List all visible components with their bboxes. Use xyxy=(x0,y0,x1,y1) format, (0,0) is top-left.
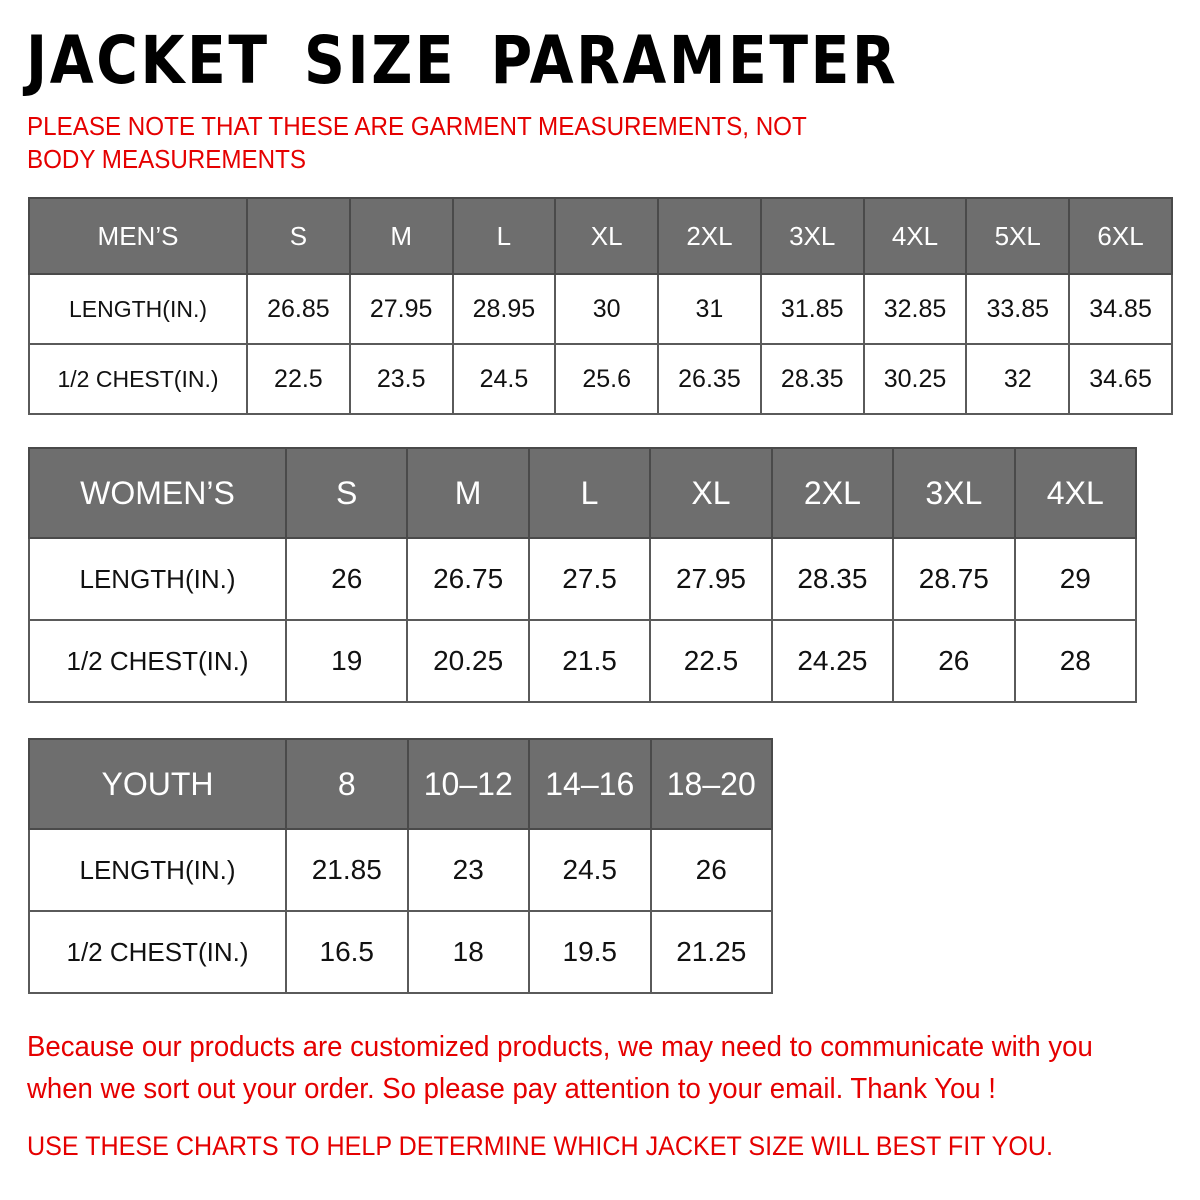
measurement-cell: 27.95 xyxy=(649,537,773,621)
size-header-cell: 3XL xyxy=(892,447,1016,539)
table-category-header: WOMEN’S xyxy=(28,447,287,539)
measurement-cell: 33.85 xyxy=(965,273,1071,345)
measurement-cell: 34.85 xyxy=(1068,273,1173,345)
measurement-cell: 26 xyxy=(649,828,773,912)
measurement-cell: 28.35 xyxy=(770,537,895,621)
size-header-cell: L xyxy=(527,447,652,539)
size-header-cell: 4XL xyxy=(862,197,968,275)
table-row: LENGTH(IN.) 26 26.75 27.5 27.95 28.35 28.75 29 xyxy=(28,537,1138,621)
customization-message: Because our products are customized prod… xyxy=(27,1031,1093,1105)
measurement-cell: 22.5 xyxy=(649,619,773,703)
size-header-cell: 14–16 xyxy=(528,738,652,830)
measurement-cell: 29 xyxy=(1013,537,1138,621)
measurement-cell: 24.5 xyxy=(451,343,557,415)
table-row: 1/2 CHEST(IN.) 16.5 18 19.5 21.25 xyxy=(28,910,773,994)
measurement-cell: 26.35 xyxy=(657,343,762,415)
measurement-cell: 27.95 xyxy=(348,273,454,345)
measurement-cell: 25.6 xyxy=(554,343,660,415)
measurement-cell: 22.5 xyxy=(246,343,351,415)
size-header-cell: 8 xyxy=(285,738,409,830)
row-label: LENGTH(IN.) xyxy=(28,537,287,621)
measurement-cell: 23.5 xyxy=(348,343,454,415)
table-row: LENGTH(IN.) 26.85 27.95 28.95 30 31 31.85 32.85… xyxy=(28,273,1173,345)
table-header-row: MEN’S S M L XL 2XL 3XL 4XL 5XL 6XL xyxy=(28,197,1173,275)
size-header-cell: 6XL xyxy=(1068,197,1173,275)
size-header-cell: 18–20 xyxy=(649,738,773,830)
measurement-note: PLEASE NOTE THAT THESE ARE GARMENT MEASU… xyxy=(27,111,807,174)
table-row: LENGTH(IN.) 21.85 23 24.5 26 xyxy=(28,828,773,912)
size-header-cell: 10–12 xyxy=(406,738,530,830)
measurement-cell: 23 xyxy=(406,828,530,912)
size-header-cell: 2XL xyxy=(657,197,762,275)
measurement-cell: 34.65 xyxy=(1068,343,1173,415)
measurement-cell: 26 xyxy=(892,619,1016,703)
table-header-row: WOMEN’S S M L XL 2XL 3XL 4XL xyxy=(28,447,1138,539)
measurement-cell: 30.25 xyxy=(862,343,968,415)
measurement-cell: 28.75 xyxy=(892,537,1016,621)
measurement-cell: 24.5 xyxy=(528,828,652,912)
youth-size-table: YOUTH 8 10–12 14–16 18–20 LENGTH(IN.) 21.85 23 2… xyxy=(28,738,773,994)
measurement-cell: 28.35 xyxy=(759,343,865,415)
size-header-cell: L xyxy=(451,197,557,275)
row-label: 1/2 CHEST(IN.) xyxy=(28,619,287,703)
measurement-cell: 21.85 xyxy=(285,828,409,912)
measurement-cell: 24.25 xyxy=(770,619,895,703)
row-label: LENGTH(IN.) xyxy=(28,828,287,912)
measurement-cell: 16.5 xyxy=(285,910,409,994)
measurement-cell: 27.5 xyxy=(527,537,652,621)
measurement-cell: 26.85 xyxy=(246,273,351,345)
row-label: 1/2 CHEST(IN.) xyxy=(28,343,248,415)
row-label: 1/2 CHEST(IN.) xyxy=(28,910,287,994)
measurement-cell: 21.25 xyxy=(649,910,773,994)
size-header-cell: 4XL xyxy=(1013,447,1138,539)
measurement-cell: 21.5 xyxy=(527,619,652,703)
measurement-cell: 18 xyxy=(406,910,530,994)
mens-size-table: MEN’S S M L XL 2XL 3XL 4XL 5XL 6XL LENGTH(IN.) 26.8… xyxy=(28,197,1173,415)
measurement-cell: 26 xyxy=(284,537,409,621)
size-header-cell: M xyxy=(348,197,454,275)
measurement-cell: 32 xyxy=(965,343,1071,415)
size-header-cell: 2XL xyxy=(770,447,895,539)
measurement-cell: 31.85 xyxy=(759,273,865,345)
size-header-cell: XL xyxy=(649,447,773,539)
measurement-cell: 32.85 xyxy=(862,273,968,345)
measurement-cell: 19 xyxy=(284,619,409,703)
table-category-header: YOUTH xyxy=(28,738,287,830)
size-header-cell: S xyxy=(284,447,409,539)
row-label: LENGTH(IN.) xyxy=(28,273,248,345)
size-header-cell: 5XL xyxy=(965,197,1071,275)
page-title: JACKET SIZE PARAMETER xyxy=(26,22,899,99)
size-header-cell: M xyxy=(406,447,530,539)
size-header-cell: S xyxy=(246,197,351,275)
measurement-cell: 31 xyxy=(657,273,762,345)
womens-size-table: WOMEN’S S M L XL 2XL 3XL 4XL LENGTH(IN.) 26 26.75 2… xyxy=(28,447,1138,703)
size-header-cell: XL xyxy=(554,197,660,275)
size-advice: USE THESE CHARTS TO HELP DETERMINE WHICH… xyxy=(27,1131,1054,1161)
table-header-row: YOUTH 8 10–12 14–16 18–20 xyxy=(28,738,773,830)
size-header-cell: 3XL xyxy=(759,197,865,275)
measurement-cell: 28.95 xyxy=(451,273,557,345)
measurement-cell: 30 xyxy=(554,273,660,345)
table-category-header: MEN’S xyxy=(28,197,248,275)
table-row: 1/2 CHEST(IN.) 19 20.25 21.5 22.5 24.25 26 28 xyxy=(28,619,1138,703)
measurement-cell: 26.75 xyxy=(406,537,530,621)
measurement-cell: 19.5 xyxy=(528,910,652,994)
measurement-cell: 20.25 xyxy=(406,619,530,703)
table-row: 1/2 CHEST(IN.) 22.5 23.5 24.5 25.6 26.35 28.35… xyxy=(28,343,1173,415)
measurement-cell: 28 xyxy=(1013,619,1138,703)
